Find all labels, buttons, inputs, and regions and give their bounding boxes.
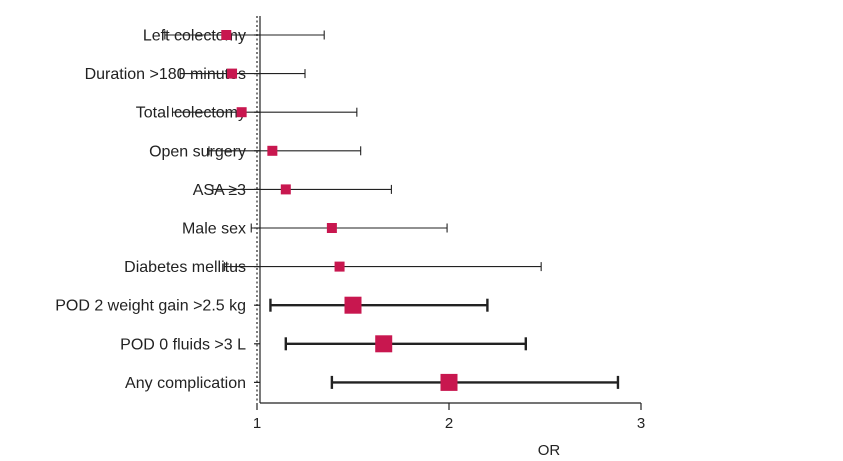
category-label: Duration >180 minutes: [85, 66, 246, 83]
x-tick-label: 3: [637, 415, 645, 432]
category-label: Open surgery: [149, 143, 246, 160]
category-label: ASA ≥3: [193, 182, 246, 199]
category-label: Total colectomy: [136, 105, 246, 122]
odds-ratio-marker: [267, 145, 278, 156]
category-label: Left colectomy: [143, 28, 246, 45]
odds-ratio-marker: [344, 296, 362, 314]
x-tick-label: 1: [253, 415, 261, 432]
odds-ratio-marker: [334, 261, 345, 272]
category-label: Male sex: [182, 221, 246, 238]
odds-ratio-marker: [236, 107, 247, 118]
odds-ratio-marker: [375, 335, 393, 353]
x-axis-title: OR: [538, 442, 561, 459]
odds-ratio-marker: [221, 30, 232, 40]
odds-ratio-marker: [440, 373, 458, 391]
odds-ratio-marker: [280, 184, 291, 195]
category-label: Any complication: [125, 375, 246, 392]
odds-ratio-marker: [227, 68, 238, 79]
category-label: Diabetes mellitus: [124, 259, 246, 276]
odds-ratio-marker: [326, 223, 337, 233]
x-tick-label: 2: [445, 415, 453, 432]
category-label: POD 0 fluids >3 L: [120, 336, 246, 353]
category-label: POD 2 weight gain >2.5 kg: [55, 298, 246, 315]
